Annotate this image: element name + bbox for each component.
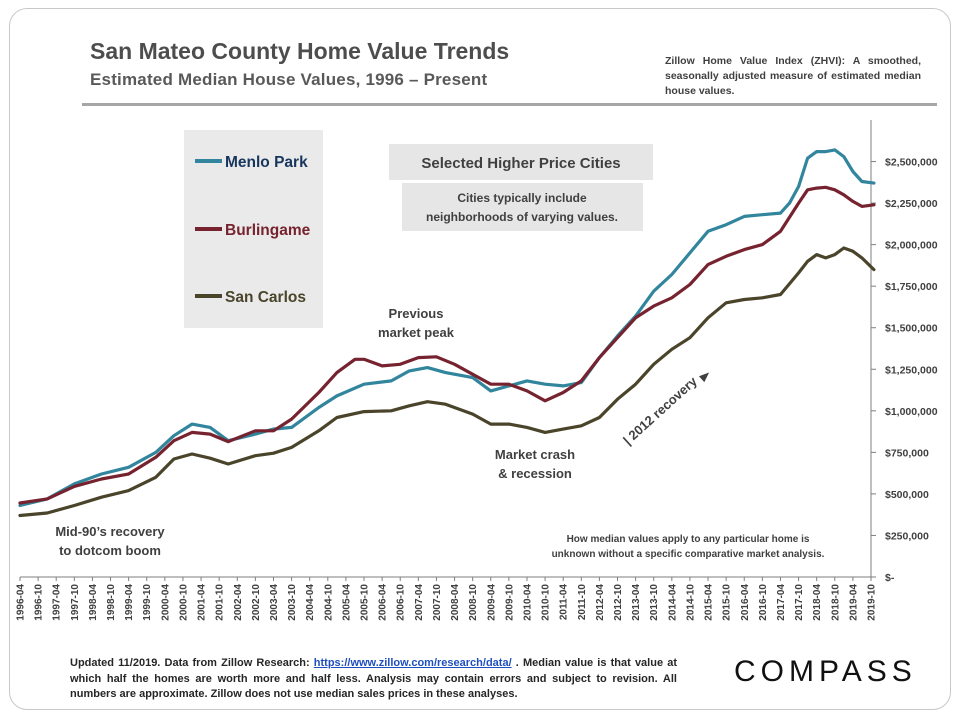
y-tick-label: $2,000,000	[885, 240, 938, 252]
cities-note-line-1: Cities typically include	[457, 191, 587, 205]
legend-entry-menlo-park: Menlo Park	[195, 154, 308, 171]
x-tick-label: 2005-04	[341, 584, 352, 621]
series-layer	[18, 148, 876, 518]
slide-frame	[9, 8, 951, 710]
footer-updated: Updated 11/2019.	[70, 657, 161, 669]
series-line-san-carlos	[18, 246, 876, 518]
y-tick-label: $500,000	[885, 489, 929, 501]
x-tick-label: 2008-04	[450, 584, 461, 621]
footer-note: Updated 11/2019. Data from Zillow Resear…	[70, 656, 677, 703]
x-tick-label: 2008-10	[468, 584, 479, 621]
footer-rest: . Median value is that value at which ha…	[70, 657, 677, 700]
y-tick-label: $1,750,000	[885, 281, 938, 293]
x-tick-label: 2002-04	[233, 584, 244, 621]
zhvi-note: Zillow Home Value Index (ZHVI): A smooth…	[665, 55, 921, 97]
compass-logo: COMPASS	[734, 655, 917, 688]
x-tick-label: 2001-04	[197, 584, 208, 621]
y-tick-label: $1,250,000	[885, 364, 938, 376]
y-tick-label: $1,000,000	[885, 406, 938, 418]
x-tick-label: 2009-10	[504, 584, 515, 621]
recovery-2012-annotation: | 2012 recovery	[620, 372, 710, 448]
y-tick-label: $750,000	[885, 447, 929, 459]
x-tick-label: 2004-10	[323, 584, 334, 621]
x-tick-label: 1997-10	[70, 584, 81, 621]
recovery-2012-label: | 2012 recovery	[620, 373, 700, 448]
x-tick-label: 2014-04	[667, 584, 678, 621]
x-tick-label: 2016-04	[740, 584, 751, 621]
prev-peak-line-1: Previous	[389, 306, 444, 321]
x-tick-label: 2013-10	[649, 584, 660, 621]
x-tick-label: 2018-10	[830, 584, 841, 621]
y-tick-label: $-	[885, 572, 895, 584]
x-tick-label: 2017-10	[794, 584, 805, 621]
legend-label-burlingame: Burlingame	[225, 222, 311, 239]
x-tick-label: 1998-10	[106, 584, 117, 621]
x-tick-label: 2017-04	[776, 584, 787, 621]
x-tick-label: 2006-10	[396, 584, 407, 621]
x-tick-label: 2005-10	[360, 584, 371, 621]
y-tick-label: $2,250,000	[885, 198, 938, 210]
x-tick-label: 2011-10	[577, 584, 588, 621]
x-tick-label: 2001-10	[215, 584, 226, 621]
legend-label-san-carlos: San Carlos	[225, 289, 306, 306]
series-line-menlo-park	[18, 148, 876, 508]
x-tick-label: 2000-04	[160, 584, 171, 621]
x-tick-label: 2018-04	[812, 584, 823, 621]
x-tick-label: 2009-04	[486, 584, 497, 621]
median-note-line-1: How median values apply to any particula…	[567, 534, 810, 545]
legend-entry-burlingame: Burlingame	[195, 222, 311, 239]
x-tick-label: 2012-10	[613, 584, 624, 621]
page-title: San Mateo County Home Value Trends	[90, 38, 510, 64]
recovery-arrow-icon	[698, 372, 710, 383]
prev-peak-line-2: market peak	[378, 325, 455, 340]
x-tick-label: 2006-04	[378, 584, 389, 621]
series-line-burlingame	[18, 185, 876, 505]
y-tick-label: $2,500,000	[885, 157, 938, 169]
x-tick-label: 2002-10	[251, 584, 262, 621]
x-tick-label: 1996-10	[34, 584, 45, 621]
y-tick-label: $250,000	[885, 530, 929, 542]
selected-cities-box	[389, 144, 653, 180]
axes: $- $250,000 $500,000 $750,000 $1,000,000 $1,2…	[16, 120, 938, 621]
footer-data-from: Data from Zillow Research:	[160, 657, 314, 669]
x-tick-label: 2015-10	[722, 584, 733, 621]
y-tick-label: $1,500,000	[885, 323, 938, 335]
x-tick-label: 2003-04	[269, 584, 280, 621]
x-tick-label: 1999-04	[124, 584, 135, 621]
x-tick-label: 1999-10	[142, 584, 153, 621]
legend-label-menlo-park: Menlo Park	[225, 154, 308, 171]
x-tick-label: 2000-10	[178, 584, 189, 621]
x-tick-label: 2015-04	[704, 584, 715, 621]
x-tick-label: 2014-10	[685, 584, 696, 621]
x-tick-label: 2016-10	[758, 584, 769, 621]
x-tick-label: 1997-04	[52, 584, 63, 621]
selected-cities-label: Selected Higher Price Cities	[421, 155, 620, 172]
x-tick-label: 2007-10	[432, 584, 443, 621]
legend-entry-san-carlos: San Carlos	[195, 289, 306, 306]
crash-line-1: Market crash	[495, 447, 575, 462]
x-tick-label: 2010-10	[541, 584, 552, 621]
x-tick-label: 2012-04	[595, 584, 606, 621]
x-tick-label: 2011-04	[559, 584, 570, 621]
x-tick-label: 2010-04	[522, 584, 533, 621]
header-divider	[82, 103, 937, 106]
x-tick-label: 2019-04	[848, 584, 859, 621]
page-subtitle: Estimated Median House Values, 1996 – Pr…	[90, 70, 488, 89]
x-tick-label: 2013-04	[631, 584, 642, 621]
x-tick-label: 2003-10	[287, 584, 298, 621]
crash-line-2: & recession	[498, 466, 572, 481]
cities-note-line-2: neighborhoods of varying values.	[426, 210, 618, 224]
x-tick-label: 2019-10	[867, 584, 878, 621]
zillow-research-link[interactable]: https://www.zillow.com/research/data/	[313, 657, 512, 669]
x-tick-label: 1998-04	[88, 584, 99, 621]
mid90s-line-2: to dotcom boom	[59, 543, 161, 558]
x-tick-label: 2007-04	[414, 584, 425, 621]
median-note-line-2: unknown without a specific comparative m…	[552, 549, 825, 560]
mid90s-line-1: Mid-90’s recovery	[55, 524, 165, 539]
cities-note-box	[402, 183, 643, 231]
x-tick-label: 2004-04	[305, 584, 316, 621]
x-tick-label: 1996-04	[16, 584, 27, 621]
